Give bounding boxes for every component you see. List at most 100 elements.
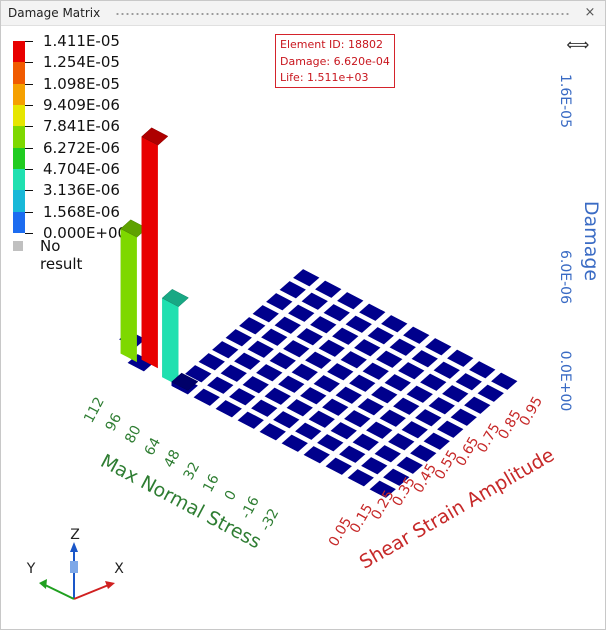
matrix-cell xyxy=(281,434,308,452)
legend-tick xyxy=(25,233,33,234)
stress-tick-label: 112 xyxy=(81,395,108,426)
matrix-cell xyxy=(393,397,420,415)
matrix-cell xyxy=(242,376,269,394)
matrix-cell xyxy=(428,397,455,415)
matrix-cell xyxy=(239,317,266,335)
bar-top-face xyxy=(171,372,199,391)
element-tooltip: Element ID: 18802 Damage: 6.620e-04 Life… xyxy=(275,34,395,88)
matrix-cell xyxy=(278,375,305,393)
matrix-cell xyxy=(491,372,518,390)
matrix-cell xyxy=(313,375,340,393)
matrix-cell xyxy=(215,400,242,418)
drag-grip[interactable] xyxy=(115,12,570,16)
matrix-cell xyxy=(447,349,474,367)
matrix-cell xyxy=(247,340,274,358)
legend-tick xyxy=(25,62,33,64)
matrix-cell xyxy=(369,480,396,498)
matrix-cell xyxy=(371,386,398,404)
legend-value-label: 7.841E-06 xyxy=(43,117,120,136)
bar-front-face xyxy=(141,136,158,369)
legend-tick xyxy=(25,147,33,149)
matrix-cell xyxy=(283,340,310,358)
stress-axis-title: Max Normal Stress xyxy=(97,450,265,553)
matrix-cell xyxy=(327,363,354,381)
matrix-cell xyxy=(322,398,349,416)
matrix-cell xyxy=(433,361,460,379)
legend-swatch xyxy=(13,147,25,169)
matrix-cell xyxy=(310,316,337,334)
legend-value-label: 9.409E-06 xyxy=(43,96,120,114)
bar-front-face xyxy=(162,298,179,386)
matrix-cell xyxy=(286,399,313,417)
matrix-cell xyxy=(425,338,452,356)
matrix-cell xyxy=(450,408,477,426)
matrix-cell xyxy=(379,409,406,427)
matrix-cell xyxy=(345,315,372,333)
close-icon[interactable]: × xyxy=(584,5,596,20)
title-bar[interactable]: Damage Matrix × xyxy=(1,1,605,26)
matrix-cell xyxy=(212,341,239,359)
matrix-cell xyxy=(318,339,345,357)
matrix-cell xyxy=(367,327,394,345)
matrix-cell xyxy=(300,387,327,405)
matrix-cell xyxy=(261,328,288,346)
matrix-cell xyxy=(332,327,359,345)
legend-swatch xyxy=(13,83,25,105)
matrix-cell xyxy=(234,352,261,370)
matrix-cell xyxy=(420,373,447,391)
matrix-cell xyxy=(362,362,389,380)
matrix-cell xyxy=(423,432,450,450)
legend-swatch xyxy=(13,190,25,212)
matrix-cell xyxy=(305,351,332,369)
tooltip-life: Life: 1.511e+03 xyxy=(280,71,369,84)
triad-z-label: Z xyxy=(70,527,80,543)
stress-tick-label: 80 xyxy=(122,423,144,446)
stress-tick-label: 64 xyxy=(142,435,165,458)
bar-top-face xyxy=(161,288,189,308)
left-right-arrow-icon[interactable]: ⟺ xyxy=(566,35,590,54)
matrix-cell xyxy=(251,399,278,417)
no-result-label: No result xyxy=(40,237,83,273)
matrix-cell xyxy=(301,292,328,310)
matrix-cell xyxy=(315,280,342,298)
matrix-cell xyxy=(411,350,438,368)
matrix-cell xyxy=(437,420,464,438)
matrix-cell xyxy=(335,386,362,404)
matrix-cell xyxy=(264,387,291,405)
matrix-cell xyxy=(469,361,496,379)
matrix-cell xyxy=(317,434,344,452)
bar-front-face xyxy=(120,228,137,363)
legend-tick xyxy=(25,126,33,128)
stress-tick-label: 0 xyxy=(222,488,240,503)
legend-tick xyxy=(25,211,33,213)
triad-y-arrow xyxy=(39,579,47,589)
triad-z-arrow xyxy=(70,542,78,552)
legend-tick xyxy=(25,105,33,106)
legend-value-label: 1.568E-06 xyxy=(43,202,120,221)
matrix-cell xyxy=(477,384,504,402)
matrix-cell xyxy=(442,385,469,403)
matrix-cell xyxy=(374,445,401,463)
matrix-cell xyxy=(403,326,430,344)
legend-value-label: 1.098E-05 xyxy=(43,74,120,93)
matrix-cell xyxy=(464,396,491,414)
matrix-cell xyxy=(308,410,335,428)
matrix-cell xyxy=(352,433,379,451)
triad-y-axis xyxy=(42,583,75,600)
bar-front-face xyxy=(171,381,188,395)
stress-tick-label: -32 xyxy=(258,506,283,534)
matrix-cell xyxy=(269,352,296,370)
tooltip-damage: Damage: 6.620e-04 xyxy=(280,54,390,68)
legend-tick xyxy=(25,190,33,192)
matrix-cell xyxy=(349,374,376,392)
legend-value-label: 1.254E-05 xyxy=(43,53,120,72)
legend-swatch xyxy=(13,62,25,84)
damage-tick-label: 6.0E-06 xyxy=(557,250,573,304)
legend-color-bar xyxy=(13,41,25,233)
shear-tick-label: 0.95 xyxy=(517,394,546,429)
legend-tick xyxy=(25,169,33,170)
legend-value-label: 4.704E-06 xyxy=(43,160,120,178)
matrix-cell xyxy=(193,388,220,406)
matrix-cell xyxy=(325,457,352,475)
